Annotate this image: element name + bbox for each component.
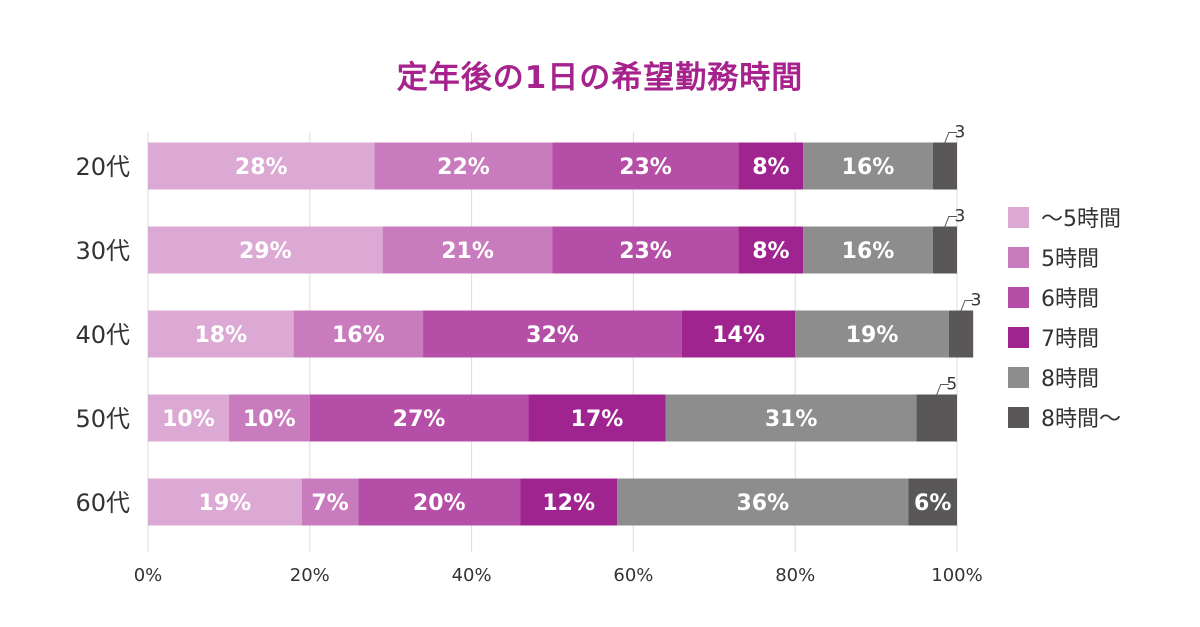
data-label: 18% (194, 323, 247, 348)
bar-segment (665, 394, 917, 442)
legend-swatch (1008, 246, 1029, 268)
data-label: 16% (842, 239, 895, 264)
legend-label: 6時間 (1041, 287, 1099, 312)
data-label: 20% (413, 491, 466, 516)
data-label: 23% (619, 155, 672, 180)
data-label: 23% (619, 239, 672, 264)
x-tick-label: 60% (613, 565, 653, 586)
category-label: 30代 (75, 237, 130, 265)
legend-swatch (1008, 286, 1029, 308)
bar-segment (552, 226, 739, 274)
bar-segment (309, 394, 529, 442)
bar-segment (423, 310, 682, 358)
bar-segment (301, 478, 359, 526)
leader-line (944, 216, 957, 227)
data-label: 28% (235, 155, 288, 180)
data-label: 5 (946, 375, 957, 395)
legend-label: 8時間〜 (1041, 407, 1121, 432)
bar-segment (148, 142, 375, 190)
bar-segment (148, 478, 302, 526)
legend-label: 〜5時間 (1041, 207, 1121, 232)
bar-segment (148, 310, 294, 358)
data-label: 14% (712, 323, 765, 348)
chart-title: 定年後の1日の希望勤務時間 (396, 60, 804, 96)
chart-legend: 〜5時間 5時間 6時間 7時間 8時間 8時間〜 (1008, 197, 1121, 437)
data-label: 32% (526, 323, 579, 348)
x-tick-label: 100% (931, 565, 982, 586)
leader-line (944, 132, 957, 143)
legend-item: 7時間 (1008, 317, 1121, 357)
data-label: 36% (737, 491, 790, 516)
data-label: 10% (162, 407, 215, 432)
category-label: 50代 (75, 405, 130, 433)
bar-segment (552, 142, 739, 190)
bar-segment (738, 142, 804, 190)
bar-segment (795, 310, 949, 358)
leader-line (936, 384, 949, 395)
bar-segment (948, 310, 974, 358)
legend-label: 8時間 (1041, 367, 1099, 392)
data-label: 7% (311, 491, 348, 516)
data-label: 16% (842, 155, 895, 180)
category-label: 20代 (75, 153, 130, 181)
legend-item: 〜5時間 (1008, 197, 1121, 237)
x-tick-label: 80% (775, 565, 815, 586)
legend-swatch (1008, 206, 1029, 228)
legend-item: 8時間〜 (1008, 397, 1121, 437)
x-tick-label: 20% (290, 565, 330, 586)
data-label: 16% (332, 323, 385, 348)
legend-label: 7時間 (1041, 327, 1099, 352)
bar-segment (681, 310, 796, 358)
bar-segment (528, 394, 666, 442)
bar-segment (916, 394, 957, 442)
legend-swatch (1008, 366, 1029, 388)
data-label: 3 (954, 123, 965, 143)
category-label: 40代 (75, 321, 130, 349)
bar-segment (803, 142, 933, 190)
legend-item: 8時間 (1008, 357, 1121, 397)
data-label: 12% (542, 491, 595, 516)
data-label: 6% (914, 491, 951, 516)
data-label: 22% (437, 155, 490, 180)
legend-label: 5時間 (1041, 247, 1099, 272)
legend-item: 5時間 (1008, 237, 1121, 277)
data-label: 8% (752, 155, 789, 180)
bar-segment (908, 478, 957, 526)
data-label: 3 (954, 207, 965, 227)
bar-segment (520, 478, 618, 526)
data-label: 17% (571, 407, 624, 432)
data-label: 27% (393, 407, 446, 432)
x-tick-label: 40% (452, 565, 492, 586)
data-label: 19% (846, 323, 899, 348)
data-label: 8% (752, 239, 789, 264)
legend-item: 6時間 (1008, 277, 1121, 317)
bar-segment (738, 226, 804, 274)
data-label: 21% (441, 239, 494, 264)
category-label: 60代 (75, 489, 130, 517)
bar-segment (148, 394, 229, 442)
bar-segment (374, 142, 553, 190)
bar-segment (148, 226, 383, 274)
bar-segment (293, 310, 424, 358)
leader-line (960, 300, 974, 311)
bar-segment (932, 226, 957, 274)
x-tick-label: 0% (134, 565, 163, 586)
data-label: 29% (239, 239, 292, 264)
data-label: 10% (243, 407, 296, 432)
bar-segment (358, 478, 521, 526)
data-label: 19% (199, 491, 252, 516)
legend-swatch (1008, 406, 1029, 428)
bar-segment (228, 394, 310, 442)
data-label: 31% (765, 407, 818, 432)
bar-segment (382, 226, 553, 274)
bar-segment (803, 226, 933, 274)
bar-segment (932, 142, 957, 190)
bar-segment (617, 478, 909, 526)
legend-swatch (1008, 326, 1029, 348)
data-label: 3 (971, 291, 982, 311)
